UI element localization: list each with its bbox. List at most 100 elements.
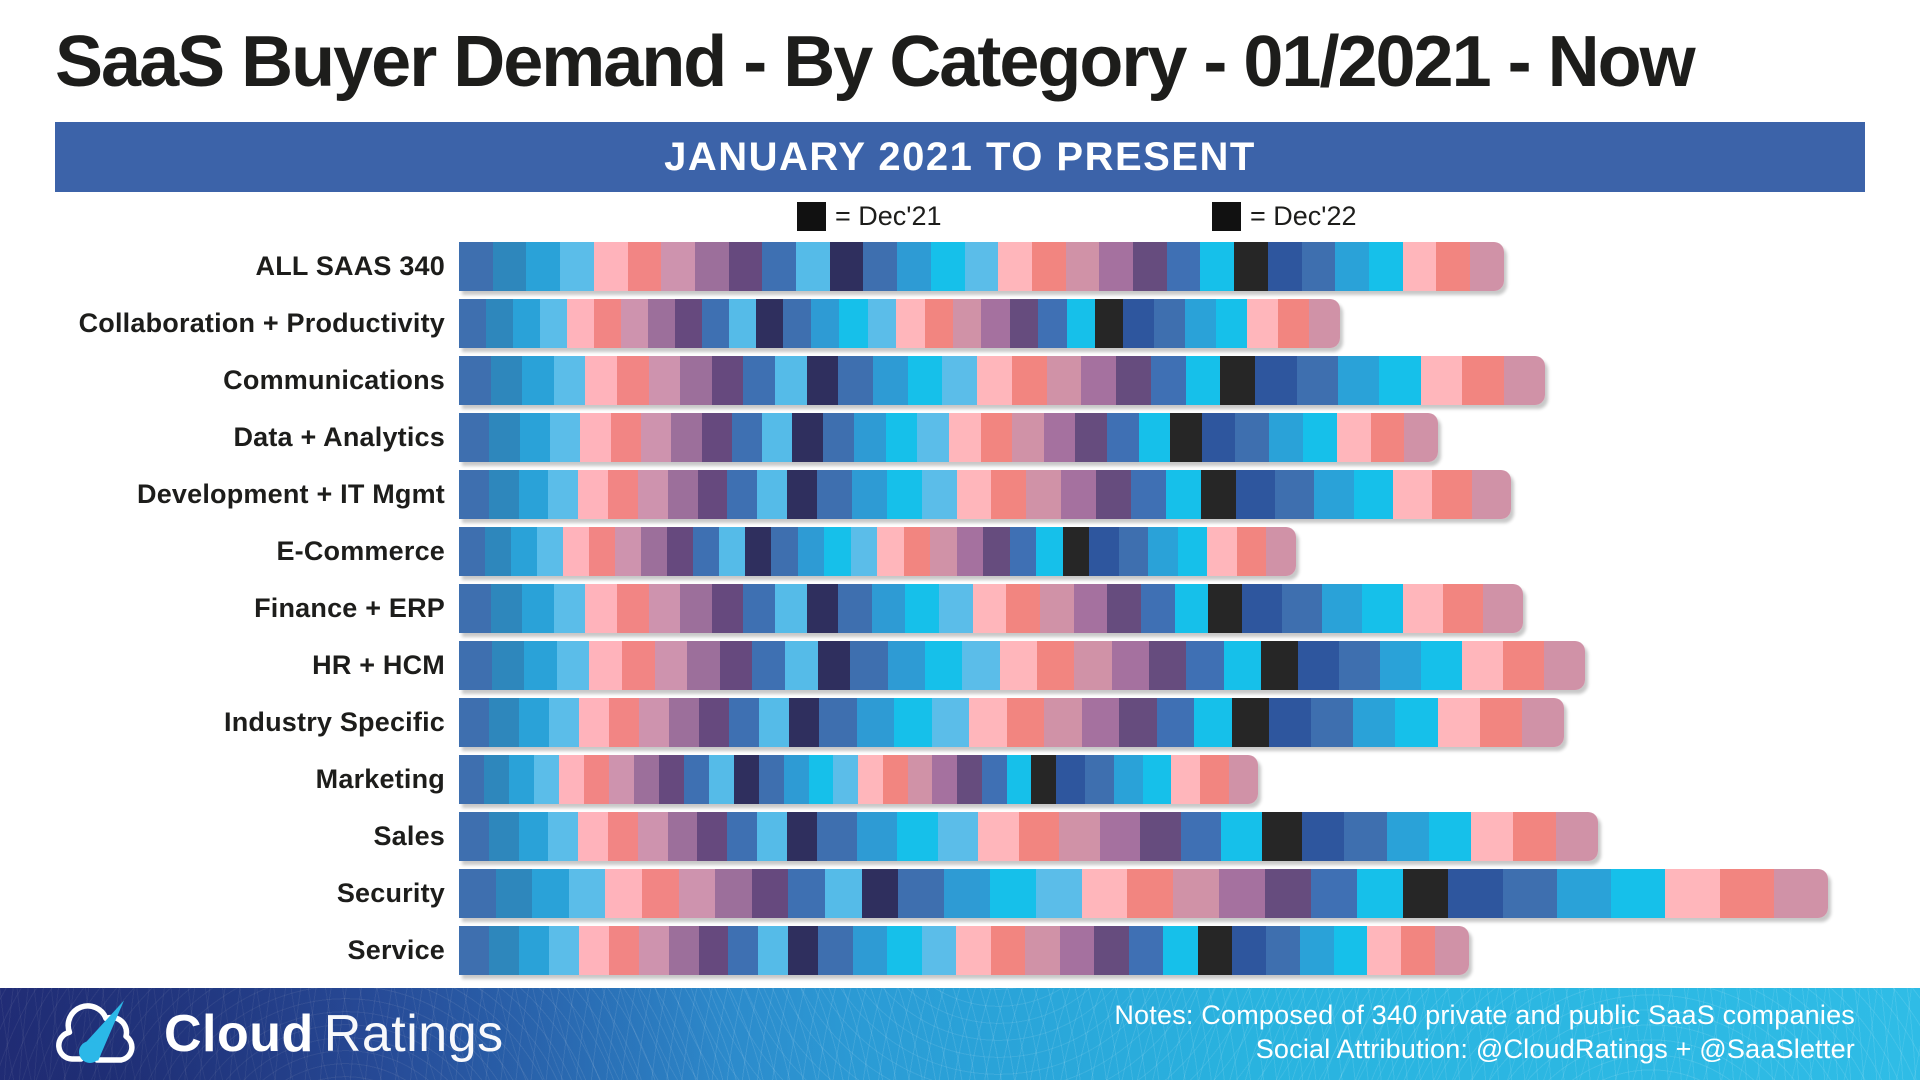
legend-item-dec22: = Dec'22 xyxy=(1212,202,1356,231)
month-segment xyxy=(1773,869,1828,918)
month-segment xyxy=(759,755,784,804)
month-segment xyxy=(771,527,798,576)
month-segment xyxy=(578,926,609,975)
month-segment xyxy=(553,356,586,405)
demand-bar xyxy=(459,698,1564,747)
month-segment xyxy=(759,698,789,747)
month-segment xyxy=(622,641,655,690)
month-segment xyxy=(1303,413,1337,462)
month-segment xyxy=(1265,869,1311,918)
month-segment xyxy=(756,812,787,861)
month-segment xyxy=(532,869,569,918)
dec21-marker-segment xyxy=(792,413,823,462)
dec22-marker-segment xyxy=(1197,926,1233,975)
month-segment xyxy=(1402,584,1443,633)
month-segment xyxy=(1229,755,1258,804)
month-segment xyxy=(774,356,807,405)
month-segment xyxy=(1337,356,1380,405)
month-segment xyxy=(1099,242,1134,291)
month-segment xyxy=(1006,755,1032,804)
month-segment xyxy=(1166,242,1201,291)
month-segment xyxy=(593,242,628,291)
month-segment xyxy=(1131,470,1166,519)
month-segment xyxy=(589,527,615,576)
month-segment xyxy=(833,755,858,804)
demand-bar xyxy=(459,413,1438,462)
month-segment xyxy=(1065,242,1100,291)
demand-bar xyxy=(459,470,1511,519)
month-segment xyxy=(701,299,729,348)
month-segment xyxy=(1044,698,1082,747)
month-segment xyxy=(553,584,586,633)
month-segment xyxy=(1119,698,1157,747)
month-segment xyxy=(1207,527,1237,576)
category-label: Service xyxy=(347,935,445,965)
month-segment xyxy=(518,926,549,975)
dec21-marker-segment xyxy=(806,356,839,405)
month-segment xyxy=(701,413,732,462)
month-segment xyxy=(659,755,684,804)
month-segment xyxy=(637,812,668,861)
month-segment xyxy=(885,413,918,462)
month-segment xyxy=(1223,641,1261,690)
month-segment xyxy=(962,641,1000,690)
legend-label-dec22: = Dec'22 xyxy=(1250,201,1357,231)
demand-bar xyxy=(459,356,1545,405)
brand-word-cloud: Cloud xyxy=(164,1005,314,1063)
month-segment xyxy=(1299,926,1334,975)
month-segment xyxy=(1174,584,1209,633)
month-segment xyxy=(648,584,681,633)
month-segment xyxy=(1140,584,1175,633)
month-segment xyxy=(537,527,563,576)
footer: Cloud Ratings Notes: Composed of 340 priv… xyxy=(0,988,1920,1080)
month-segment xyxy=(522,356,554,405)
month-segment xyxy=(850,641,888,690)
month-segment xyxy=(1096,470,1132,519)
month-segment xyxy=(1216,299,1248,348)
month-segment xyxy=(1166,470,1201,519)
month-segment xyxy=(1138,413,1171,462)
month-segment xyxy=(1309,299,1340,348)
dec21-marker-segment xyxy=(817,641,851,690)
month-segment xyxy=(1448,869,1503,918)
subtitle-banner: JANUARY 2021 TO PRESENT xyxy=(55,122,1865,192)
month-segment xyxy=(667,470,698,519)
month-segment xyxy=(1503,356,1545,405)
month-segment xyxy=(459,413,490,462)
month-segment xyxy=(488,926,519,975)
month-segment xyxy=(1314,470,1354,519)
dec22-marker-segment xyxy=(1094,299,1124,348)
month-segment xyxy=(758,926,789,975)
month-segment xyxy=(999,641,1037,690)
month-segment xyxy=(1148,527,1178,576)
month-segment xyxy=(526,242,561,291)
month-segment xyxy=(917,413,950,462)
month-segment xyxy=(648,356,681,405)
month-segment xyxy=(727,470,758,519)
month-segment xyxy=(939,584,973,633)
month-segment xyxy=(1470,242,1504,291)
month-segment xyxy=(1011,356,1047,405)
month-segment xyxy=(924,299,953,348)
brand-word-ratings: Ratings xyxy=(323,1005,504,1063)
month-segment xyxy=(1059,926,1095,975)
dec21-marker-segment xyxy=(787,470,817,519)
month-segment xyxy=(1344,812,1387,861)
demand-bar xyxy=(459,299,1340,348)
month-segment xyxy=(459,470,489,519)
month-segment xyxy=(728,242,763,291)
month-segment xyxy=(872,356,908,405)
month-segment xyxy=(851,470,887,519)
month-segment xyxy=(1036,527,1063,576)
dec21-marker-segment xyxy=(788,926,819,975)
month-segment xyxy=(989,869,1036,918)
dec22-marker-segment xyxy=(1234,242,1268,291)
month-segment xyxy=(459,299,486,348)
month-segment xyxy=(1428,812,1472,861)
month-segment xyxy=(818,926,853,975)
month-segment xyxy=(1006,698,1044,747)
subtitle-banner-text: JANUARY 2021 TO PRESENT xyxy=(664,134,1256,179)
month-segment xyxy=(699,698,729,747)
category-label: Communications xyxy=(223,365,445,395)
